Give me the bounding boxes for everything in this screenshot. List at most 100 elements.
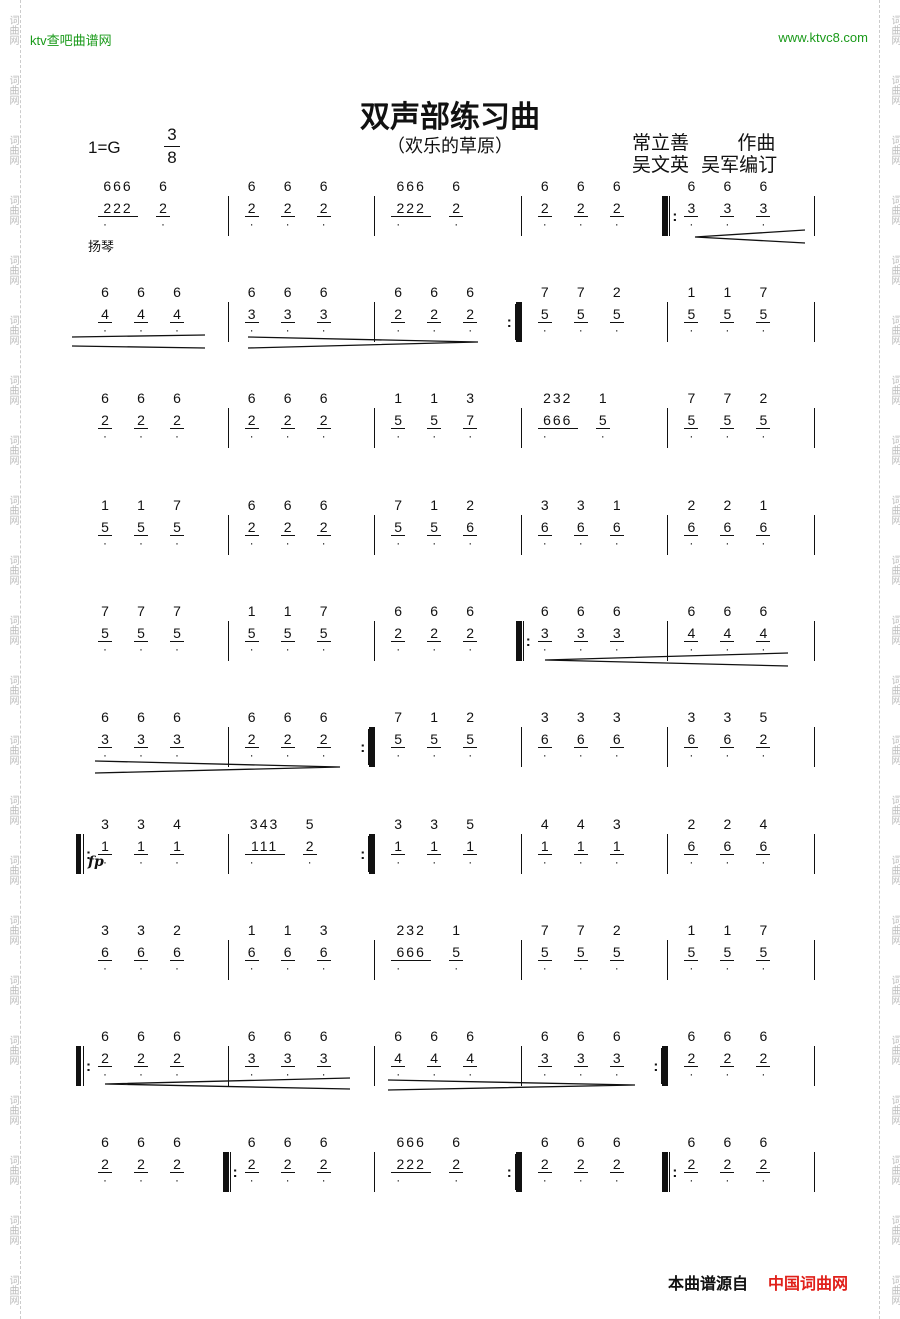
note: 6 [684,519,699,551]
note: 2 [609,1156,624,1188]
note: 2 [756,731,771,763]
upper-voice: 7 7 2 [538,922,624,938]
side-watermark-text: 词曲网 [7,795,18,825]
note: 6 [283,1028,292,1044]
note: 5 [170,625,184,657]
lower-voice: 222 [98,1050,184,1082]
note: 2 [449,200,464,232]
note: 3 [244,306,259,338]
note: 4 [170,306,184,338]
note: 6 [576,603,585,619]
note: 6 [247,497,256,513]
lower-voice: 111 [391,838,478,870]
note: 343 [249,816,280,832]
barline [813,408,815,448]
lower-voice: 666 5 [391,944,464,976]
lower-voice: 2222 [98,200,170,232]
note: 2 [173,922,181,938]
credits: 常立善 作曲 吴文英 吴军编订 [632,132,777,176]
note: 6 [430,284,439,300]
note: 2 [537,200,552,232]
note: 666 [391,944,432,976]
lower-voice: 333 [684,200,771,232]
note: 2 [316,1156,331,1188]
footer-source-site[interactable]: 中国词曲网 [768,1274,849,1293]
barline [813,727,815,767]
time-signature-top: 3 [167,125,177,144]
note: 1 [283,922,292,938]
lower-voice: 555 [684,944,771,976]
note: 1 [598,390,607,406]
measure: 335111 [360,816,522,876]
note: 111 [244,838,285,870]
note: 6 [687,603,696,619]
note: 3 [316,306,331,338]
time-signature-bottom: 8 [167,148,177,167]
upper-voice: 6 6 6 [98,284,184,300]
footer-source: 本曲谱源自 中国词曲网 [668,1270,848,1294]
note: 222 [391,200,432,232]
note: 3 [319,922,328,938]
side-watermark-text: 词曲网 [889,1275,900,1305]
measure: 221666 [668,497,815,557]
upper-voice: 1 1 3 [391,390,477,406]
measure: 232 1 666 5 [522,390,669,450]
note: 2 [573,1156,588,1188]
upper-voice: 7 7 7 [98,603,184,619]
note: 3 [244,1050,259,1082]
note: 7 [540,922,549,938]
lower-voice: 556 [391,519,478,551]
measure: 666333 [82,709,229,769]
note: 6 [137,390,145,406]
measure: 333666 [522,709,669,769]
side-watermark-text: 词曲网 [889,795,900,825]
barline [227,940,229,980]
note: 6 [283,284,292,300]
note: 2 [391,625,406,657]
note: 2 [463,625,478,657]
note: 6 [247,709,256,725]
composer-credit: 常立善 作曲 [632,132,776,154]
lower-voice: 111 [537,838,624,870]
side-watermark-text: 词曲网 [889,1155,900,1185]
note: 3 [540,497,549,513]
measure: 443111 [522,816,669,876]
note: 5 [573,306,588,338]
upper-voice: 6 6 6 [538,603,624,619]
note: 1 [430,390,439,406]
repeat-start-barline [662,196,677,236]
side-watermark-text: 词曲网 [889,315,900,345]
note: 6 [756,838,771,870]
lower-voice: 333 [244,306,331,338]
note: 2 [612,284,621,300]
note: 2 [98,1156,112,1188]
note: 3 [394,816,403,832]
barline [227,834,229,874]
measure: 117555 [668,284,815,344]
lower-voice: 222 [244,412,331,444]
lower-voice: 222 [98,1156,184,1188]
note: 2 [244,519,259,551]
footer-source-label: 本曲谱源自 [668,1274,749,1293]
note: 3 [137,816,145,832]
note: 5 [449,944,464,976]
note: 4 [540,816,549,832]
note: 222 [391,1156,432,1188]
note: 232 [543,390,573,406]
note: 2 [280,412,295,444]
note: 6 [283,497,292,513]
note: 6 [720,838,735,870]
barline [374,621,376,661]
lower-voice: 444 [98,306,184,338]
note: 3 [98,731,112,763]
upper-voice: 1 1 7 [98,497,184,513]
side-watermark-text: 词曲网 [889,75,900,105]
note: 5 [170,519,184,551]
barline [520,515,522,555]
